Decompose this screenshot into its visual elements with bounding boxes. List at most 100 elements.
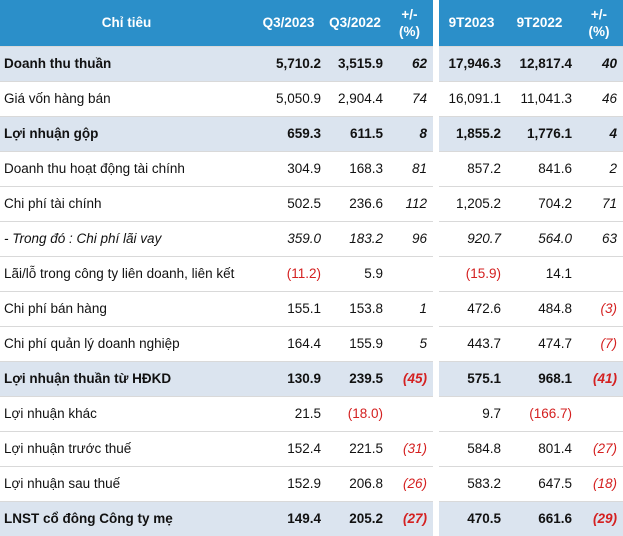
cell-q3-2023: 502.5 bbox=[253, 185, 324, 221]
header-q3-2022: Q3/2022 bbox=[324, 0, 386, 46]
cell-9t2023: 9.7 bbox=[433, 395, 504, 431]
cell-q3-change-pct: 81 bbox=[386, 150, 436, 186]
cell-q3-2022: 3,515.9 bbox=[324, 45, 386, 81]
cell-9t-change-pct: 40 bbox=[575, 45, 623, 81]
cell-9t2023: 857.2 bbox=[433, 150, 504, 186]
table-row: Lợi nhuận gộp 659.3 611.5 8 1,855.2 1,776.1 4 bbox=[0, 115, 623, 151]
cell-q3-2023: 21.5 bbox=[253, 395, 324, 431]
header-9t2023: 9T2023 bbox=[433, 0, 504, 46]
table-row: Lợi nhuận sau thuế 152.9 206.8 (26) 583.2 647… bbox=[0, 465, 623, 501]
cell-9t2022: 647.5 bbox=[504, 465, 575, 501]
cell-9t-change-pct: 71 bbox=[575, 185, 623, 221]
table-row: Lợi nhuận thuần từ HĐKD 130.9 239.5 (45) 575… bbox=[0, 360, 623, 396]
cell-q3-2023: 659.3 bbox=[253, 115, 324, 151]
table-row: - Trong đó : Chi phí lãi vay 359.0 183.2 96… bbox=[0, 220, 623, 256]
row-label: Chi phí tài chính bbox=[0, 185, 253, 221]
cell-9t2022: 484.8 bbox=[504, 290, 575, 326]
row-label: Giá vốn hàng bán bbox=[0, 80, 253, 116]
table-row: LNST cổ đông Công ty mẹ 149.4 205.2 (27) 470… bbox=[0, 500, 623, 536]
cell-q3-change-pct: (31) bbox=[386, 430, 436, 466]
cell-9t-change-pct: (18) bbox=[575, 465, 623, 501]
table-row: Lãi/lỗ trong công ty liên doanh, liên kế… bbox=[0, 255, 623, 291]
table-row: Chi phí quản lý doanh nghiệp 164.4 155.9 5 4… bbox=[0, 325, 623, 361]
cell-q3-2023: 5,710.2 bbox=[253, 45, 324, 81]
cell-9t2023: 575.1 bbox=[433, 360, 504, 396]
header-9t-change-pct: +/- (%) bbox=[575, 0, 623, 46]
cell-9t2023: 443.7 bbox=[433, 325, 504, 361]
cell-q3-change-pct: (27) bbox=[386, 500, 436, 536]
row-label: Lợi nhuận khác bbox=[0, 395, 253, 431]
cell-q3-2022: 183.2 bbox=[324, 220, 386, 256]
cell-9t2023: 584.8 bbox=[433, 430, 504, 466]
cell-9t-change-pct: 63 bbox=[575, 220, 623, 256]
cell-9t-change-pct bbox=[575, 395, 623, 431]
table-row: Doanh thu thuần 5,710.2 3,515.9 62 17,946.3 1… bbox=[0, 45, 623, 81]
cell-q3-2022: 205.2 bbox=[324, 500, 386, 536]
cell-q3-change-pct: (26) bbox=[386, 465, 436, 501]
cell-9t2023: 1,205.2 bbox=[433, 185, 504, 221]
table-row: Giá vốn hàng bán 5,050.9 2,904.4 74 16,091.1… bbox=[0, 80, 623, 116]
table-body: Doanh thu thuần 5,710.2 3,515.9 62 17,946.3 1… bbox=[0, 45, 623, 536]
cell-9t-change-pct: (29) bbox=[575, 500, 623, 536]
table-row: Lợi nhuận trước thuế 152.4 221.5 (31) 584.8 8… bbox=[0, 430, 623, 466]
header-q3-change-pct: +/- (%) bbox=[386, 0, 436, 46]
cell-9t2022: 801.4 bbox=[504, 430, 575, 466]
cell-q3-change-pct: 62 bbox=[386, 45, 436, 81]
cell-9t-change-pct bbox=[575, 255, 623, 291]
cell-9t2023: 470.5 bbox=[433, 500, 504, 536]
cell-q3-2022: 611.5 bbox=[324, 115, 386, 151]
cell-q3-2023: 304.9 bbox=[253, 150, 324, 186]
cell-9t-change-pct: (3) bbox=[575, 290, 623, 326]
cell-9t2022: 12,817.4 bbox=[504, 45, 575, 81]
cell-q3-2022: (18.0) bbox=[324, 395, 386, 431]
row-label: Lợi nhuận sau thuế bbox=[0, 465, 253, 501]
cell-9t-change-pct: 46 bbox=[575, 80, 623, 116]
table-row: Doanh thu hoạt động tài chính 304.9 168.3 8… bbox=[0, 150, 623, 186]
cell-9t2023: 1,855.2 bbox=[433, 115, 504, 151]
cell-q3-2022: 168.3 bbox=[324, 150, 386, 186]
cell-9t2022: 11,041.3 bbox=[504, 80, 575, 116]
cell-q3-change-pct: (45) bbox=[386, 360, 436, 396]
cell-9t2022: 564.0 bbox=[504, 220, 575, 256]
cell-q3-2022: 5.9 bbox=[324, 255, 386, 291]
cell-9t2022: 841.6 bbox=[504, 150, 575, 186]
row-label: Lãi/lỗ trong công ty liên doanh, liên kế… bbox=[0, 255, 253, 291]
row-label: Chi phí quản lý doanh nghiệp bbox=[0, 325, 253, 361]
row-label: LNST cổ đông Công ty mẹ bbox=[0, 500, 253, 536]
cell-q3-2023: 164.4 bbox=[253, 325, 324, 361]
header-row: Chỉ tiêu Q3/2023 Q3/2022 +/- (%) 9T2023 … bbox=[0, 0, 623, 46]
table-row: Chi phí bán hàng 155.1 153.8 1 472.6 484.8 (3) bbox=[0, 290, 623, 326]
cell-q3-2022: 2,904.4 bbox=[324, 80, 386, 116]
row-label: Doanh thu thuần bbox=[0, 45, 253, 81]
cell-q3-change-pct: 5 bbox=[386, 325, 436, 361]
cell-q3-2023: 359.0 bbox=[253, 220, 324, 256]
header-9t2022: 9T2022 bbox=[504, 0, 575, 46]
table-row: Lợi nhuận khác 21.5 (18.0) 9.7 (166.7) bbox=[0, 395, 623, 431]
cell-9t2023: (15.9) bbox=[433, 255, 504, 291]
cell-q3-2023: 5,050.9 bbox=[253, 80, 324, 116]
cell-9t2022: 661.6 bbox=[504, 500, 575, 536]
header-indicator: Chỉ tiêu bbox=[0, 0, 253, 46]
cell-q3-change-pct: 96 bbox=[386, 220, 436, 256]
row-label: Lợi nhuận thuần từ HĐKD bbox=[0, 360, 253, 396]
cell-9t2023: 472.6 bbox=[433, 290, 504, 326]
cell-q3-change-pct bbox=[386, 395, 436, 431]
row-label: Lợi nhuận trước thuế bbox=[0, 430, 253, 466]
cell-9t2022: 1,776.1 bbox=[504, 115, 575, 151]
cell-q3-2023: (11.2) bbox=[253, 255, 324, 291]
cell-q3-2022: 239.5 bbox=[324, 360, 386, 396]
cell-q3-2023: 152.4 bbox=[253, 430, 324, 466]
cell-9t-change-pct: 4 bbox=[575, 115, 623, 151]
cell-q3-change-pct bbox=[386, 255, 436, 291]
table-row: Chi phí tài chính 502.5 236.6 112 1,205.2 704… bbox=[0, 185, 623, 221]
cell-q3-2023: 149.4 bbox=[253, 500, 324, 536]
cell-q3-change-pct: 8 bbox=[386, 115, 436, 151]
cell-q3-2022: 221.5 bbox=[324, 430, 386, 466]
cell-9t-change-pct: 2 bbox=[575, 150, 623, 186]
cell-9t2022: 474.7 bbox=[504, 325, 575, 361]
row-label: Lợi nhuận gộp bbox=[0, 115, 253, 151]
cell-9t2023: 17,946.3 bbox=[433, 45, 504, 81]
cell-9t-change-pct: (41) bbox=[575, 360, 623, 396]
cell-q3-change-pct: 1 bbox=[386, 290, 436, 326]
